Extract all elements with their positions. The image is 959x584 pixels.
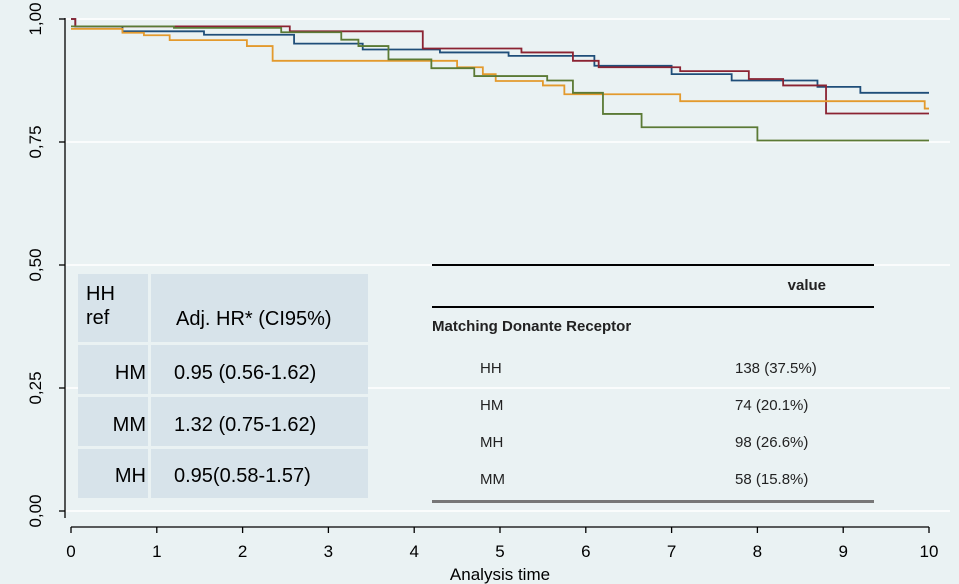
section-label: Matching Donante Receptor [432, 318, 632, 335]
table-header-rule [432, 306, 874, 308]
table-top-rule [432, 264, 874, 266]
hr-table-row-divider [78, 394, 368, 397]
count-value: 98 (26.6%) [735, 434, 809, 451]
survival-curve [71, 18, 929, 94]
x-tick-label: 0 [66, 542, 75, 561]
hr-group-label: MH [114, 465, 146, 487]
table-bottom-rule [432, 500, 874, 503]
x-tick-label: 3 [324, 542, 333, 561]
survival-curve [71, 27, 929, 110]
x-tick-label: 4 [409, 542, 418, 561]
survival-curve [71, 25, 929, 142]
count-value: 138 (37.5%) [735, 360, 817, 377]
x-tick-label: 10 [920, 542, 939, 561]
y-tick-label: 1,00 [26, 2, 45, 35]
x-tick-label: 8 [753, 542, 762, 561]
y-tick-label: 0,25 [26, 371, 45, 404]
x-axis-title: Analysis time [450, 565, 550, 584]
count-column-header: value [787, 277, 826, 294]
hr-group-label: HM [114, 362, 146, 384]
survival-curve [71, 18, 929, 115]
hr-column-header: Adj. HR* (CI95%) [176, 308, 332, 330]
x-tick-label: 6 [581, 542, 590, 561]
x-tick-label: 7 [667, 542, 676, 561]
count-group-label: HH [480, 360, 502, 377]
hr-reference-label: HH ref [86, 283, 115, 329]
y-tick-label: 0,50 [26, 248, 45, 281]
count-value: 74 (20.1%) [735, 397, 809, 414]
count-group-label: HM [480, 397, 504, 414]
hazard-ratio-table: HH ref Adj. HR* (CI95%) HM 0.95 (0.56-1.… [78, 274, 368, 498]
count-group-label: MM [480, 471, 505, 488]
count-value: 58 (15.8%) [735, 471, 809, 488]
y-ticks: 0,00 0,25 0,50 0,75 1,00 [26, 2, 65, 528]
y-tick-label: 0,00 [26, 494, 45, 527]
hr-value: 1.32 (0.75-1.62) [174, 414, 317, 436]
x-ticks: 0 1 2 3 4 5 6 7 8 9 10 [66, 527, 938, 561]
x-tick-label: 2 [238, 542, 247, 561]
hr-table-row-divider [78, 446, 368, 449]
x-tick-label: 5 [495, 542, 504, 561]
hr-group-label: MM [112, 414, 146, 436]
hr-table-column-divider [148, 274, 151, 498]
hr-value: 0.95 (0.56-1.62) [174, 362, 317, 384]
hr-table-row-divider [78, 342, 368, 345]
survival-series [71, 18, 929, 142]
x-tick-label: 9 [838, 542, 847, 561]
hr-value: 0.95(0.58-1.57) [174, 465, 311, 487]
count-group-label: MH [480, 434, 504, 451]
y-tick-label: 0,75 [26, 125, 45, 158]
x-tick-label: 1 [152, 542, 161, 561]
